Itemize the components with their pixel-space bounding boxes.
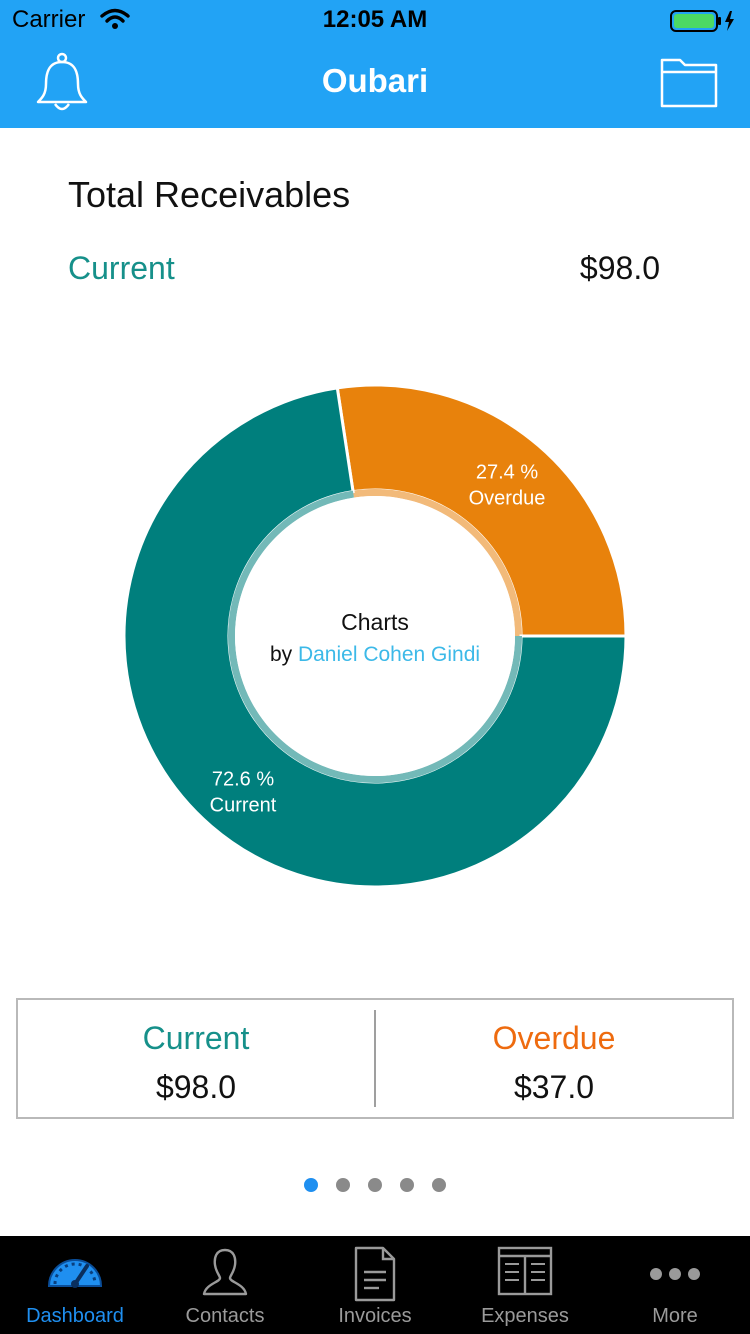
tab-label: Dashboard	[26, 1305, 124, 1327]
nav-title: Oubari	[321, 62, 429, 99]
current-label: Current	[68, 250, 175, 286]
receivables-donut-chart: 27.4 % Overdue 72.6 % Current Charts by Danie…	[122, 383, 628, 889]
tab-dashboard[interactable]: Dashboard	[0, 1236, 150, 1334]
slice-name-label: Current	[210, 795, 277, 817]
folder-icon[interactable]	[660, 56, 718, 113]
slice-percent-label: 72.6 %	[212, 769, 274, 791]
page-dot[interactable]	[304, 1178, 318, 1192]
status-bar: Carrier 12:05 AM	[0, 0, 750, 40]
center-text-credit: by Daniel Cohen Gindi	[270, 643, 480, 666]
bell-icon[interactable]	[34, 52, 90, 119]
tab-invoices[interactable]: Invoices	[300, 1236, 450, 1334]
tab-label: Expenses	[481, 1305, 569, 1327]
ledger-icon	[497, 1246, 553, 1301]
navigation-bar: Carrier 12:05 AM Oubari	[0, 0, 750, 128]
tab-label: More	[652, 1305, 698, 1327]
status-time: 12:05 AM	[322, 6, 428, 33]
battery-icon	[670, 9, 736, 33]
donut-hole	[235, 496, 515, 776]
center-text-title: Charts	[341, 609, 409, 635]
current-value: $98.0	[579, 250, 660, 286]
more-dots-icon	[647, 1246, 703, 1301]
carrier-name: Carrier	[12, 6, 86, 33]
tab-bar: Dashboard Contacts Invoices	[0, 1236, 750, 1334]
section-title: Total Receivables	[68, 174, 351, 215]
summary-overdue-label: Overdue	[492, 1020, 616, 1056]
document-icon	[353, 1246, 397, 1307]
wifi-icon	[100, 8, 130, 35]
tab-expenses[interactable]: Expenses	[450, 1236, 600, 1334]
person-icon	[200, 1246, 250, 1303]
summary-current-value: $98.0	[155, 1069, 237, 1105]
tab-label: Contacts	[185, 1305, 265, 1327]
summary-current-label: Current	[142, 1020, 250, 1056]
tab-more[interactable]: More	[600, 1236, 750, 1334]
page-dot[interactable]	[336, 1178, 350, 1192]
tab-label: Invoices	[338, 1305, 412, 1327]
summary-panel: Current $98.0 Overdue $37.0	[16, 998, 734, 1119]
summary-overdue-value: $37.0	[513, 1069, 595, 1105]
page-indicator[interactable]	[0, 1178, 750, 1192]
page-dot[interactable]	[400, 1178, 414, 1192]
summary-divider	[374, 1010, 376, 1107]
tab-contacts[interactable]: Contacts	[150, 1236, 300, 1334]
page-dot[interactable]	[368, 1178, 382, 1192]
summary-overdue[interactable]: Overdue $37.0	[376, 1000, 732, 1117]
summary-current[interactable]: Current $98.0	[18, 1000, 374, 1117]
slice-name-label: Overdue	[469, 487, 546, 509]
page-dot[interactable]	[432, 1178, 446, 1192]
speedometer-icon	[45, 1246, 105, 1299]
slice-percent-label: 27.4 %	[476, 461, 538, 483]
